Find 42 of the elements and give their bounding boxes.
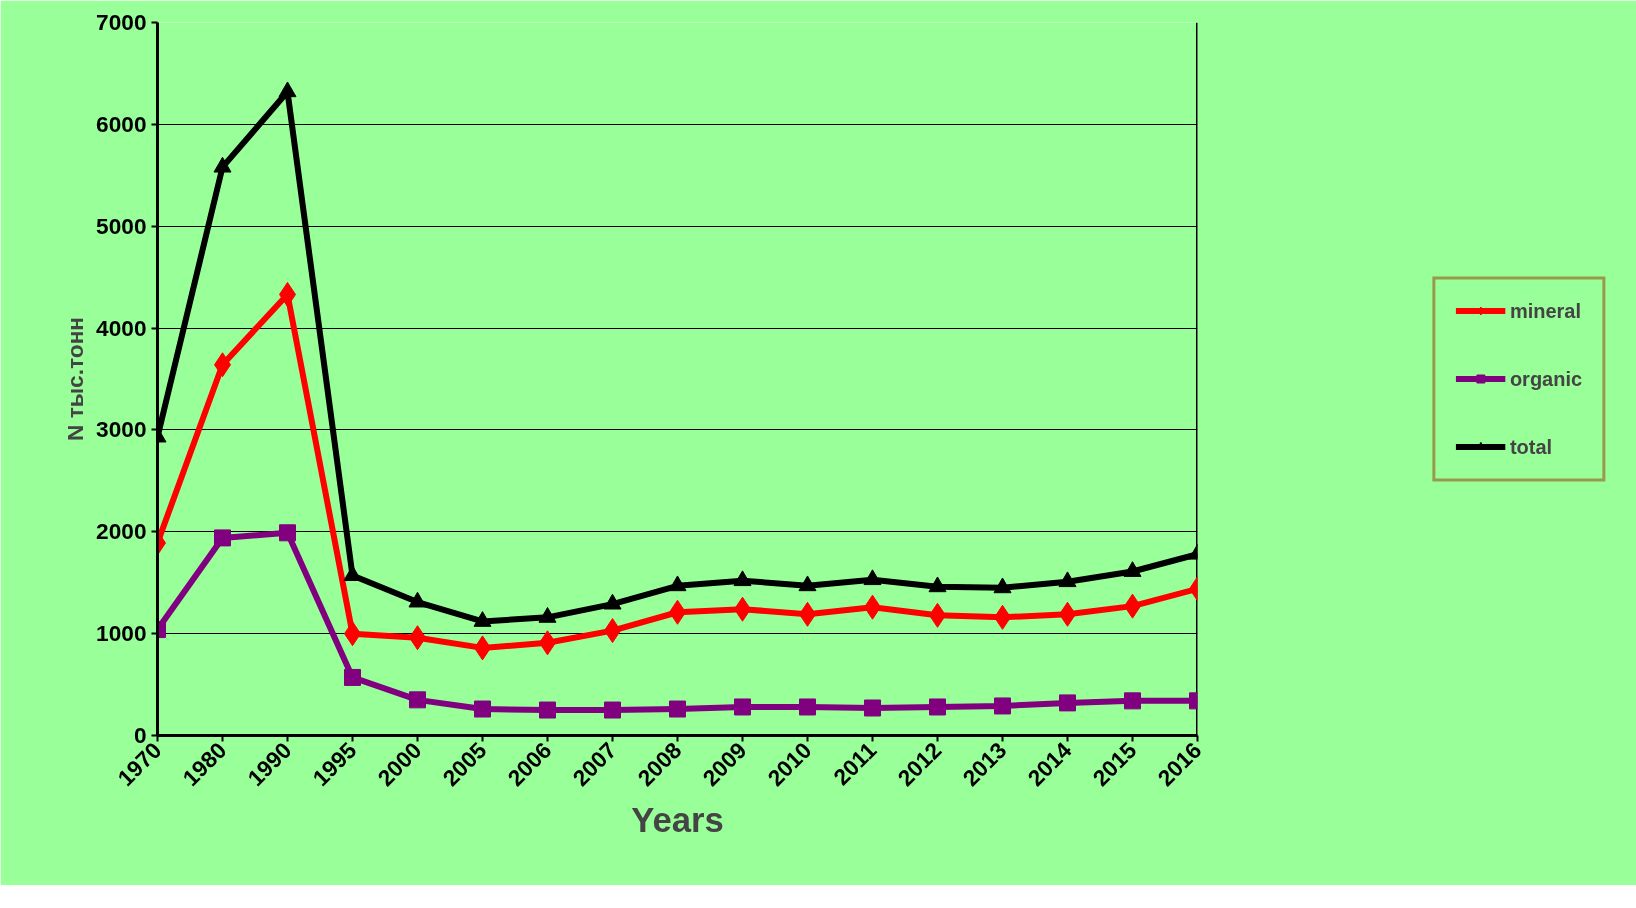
- y-tick-label: 5000: [96, 212, 147, 239]
- point: [734, 698, 751, 716]
- point: [798, 575, 817, 592]
- point: [799, 698, 816, 716]
- point: [864, 699, 881, 717]
- y-tick-label: 6000: [96, 110, 147, 137]
- y-tick-label: 1000: [96, 620, 147, 647]
- point: [409, 691, 426, 709]
- point: [993, 577, 1012, 594]
- point: [994, 697, 1011, 715]
- point: [279, 524, 296, 542]
- point: [278, 81, 297, 98]
- legend-label: organic: [1509, 367, 1583, 390]
- y-tick-label: 3000: [96, 416, 147, 443]
- point: [733, 570, 752, 587]
- point: [473, 611, 492, 627]
- x-axis-title: Years: [631, 800, 724, 839]
- point: [1123, 561, 1142, 577]
- point: [474, 700, 491, 718]
- point: [1124, 692, 1141, 710]
- point: [1058, 571, 1077, 588]
- point: [539, 701, 556, 719]
- y-tick-label: 4000: [96, 314, 147, 341]
- y-tick-label: 7000: [96, 9, 147, 35]
- point: [1059, 694, 1076, 712]
- point: [863, 569, 882, 586]
- y-tick-label: 0: [133, 722, 147, 748]
- y-axis-title: N тыс.тонн: [62, 316, 89, 441]
- point: [213, 156, 232, 173]
- y-tick-label: 2000: [96, 518, 147, 545]
- point: [669, 700, 686, 718]
- point: [214, 529, 231, 547]
- point: [408, 591, 427, 608]
- legend-label: mineral: [1509, 299, 1582, 322]
- legend-label: total: [1509, 435, 1553, 458]
- point: [538, 607, 557, 623]
- point: [928, 576, 947, 593]
- point: [668, 575, 687, 592]
- point: [603, 593, 622, 610]
- point: [344, 668, 361, 686]
- point: [604, 701, 621, 719]
- point: [929, 698, 946, 716]
